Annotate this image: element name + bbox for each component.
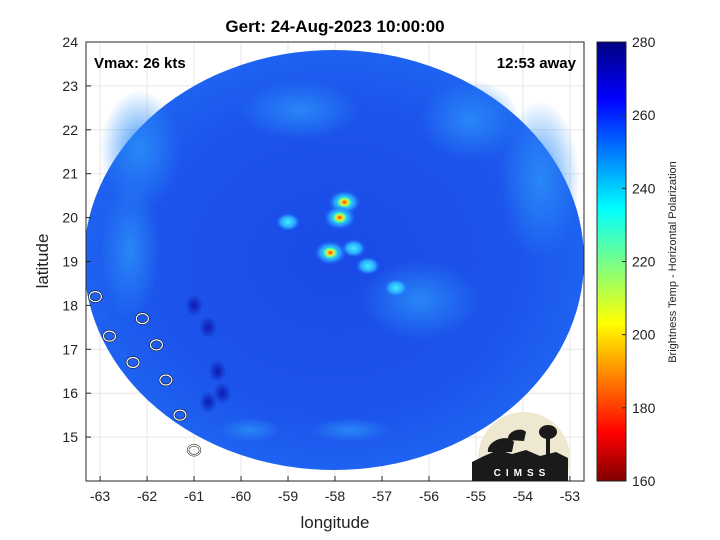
water-tower-tank-icon <box>539 425 557 439</box>
x-tick-label: -62 <box>137 488 157 504</box>
map-title: Gert: 24-Aug-2023 10:00:00 <box>225 17 444 36</box>
island-coastline <box>149 339 164 351</box>
x-tick-label: -61 <box>184 488 204 504</box>
x-tick-label: -55 <box>466 488 486 504</box>
light-blue-patch <box>360 260 480 340</box>
island-coastline <box>88 291 102 303</box>
satellite-dish-icon <box>487 438 514 452</box>
light-blue-patch <box>500 100 580 260</box>
swath-layer <box>86 50 584 470</box>
cyan-cloud-cell <box>355 256 380 275</box>
cyan-cloud-cell <box>384 278 409 297</box>
y-tick-label: 15 <box>62 429 78 445</box>
island-coastline <box>102 330 117 342</box>
colorbar-tick-label: 260 <box>632 107 656 123</box>
cyan-cloud-cell <box>276 212 301 231</box>
convective-core <box>330 210 349 225</box>
colorbar <box>596 41 627 482</box>
island-coastline <box>135 312 149 325</box>
cold-core-layer <box>276 190 409 297</box>
x-tick-label: -57 <box>372 488 392 504</box>
x-tick-label: -59 <box>278 488 298 504</box>
warm-pixel-layer <box>185 294 232 413</box>
y-tick-label: 23 <box>62 78 78 94</box>
light-blue-patch <box>220 418 280 442</box>
colorbar-tick-label: 220 <box>632 254 656 270</box>
colorbar-tick-label: 240 <box>632 180 656 196</box>
colorbar-tick-label: 280 <box>632 34 656 50</box>
colorbar-label: Brightness Temp - Horizontal Polarizatio… <box>667 161 679 363</box>
cimss-logo: CIMSS <box>472 412 570 481</box>
colorbar-ticks: 160 180 200 220 240 260 280 <box>622 34 656 489</box>
y-tick-label: 22 <box>62 122 78 138</box>
coastline-layer <box>88 290 202 457</box>
water-tower-icon <box>546 438 550 466</box>
x-axis-ticks: -63 -62 -61 -60 -59 -58 -57 -56 -55 -54 -53 <box>90 476 580 504</box>
x-tick-label: -56 <box>419 488 439 504</box>
warm-pixel <box>208 360 227 383</box>
island-coastline <box>187 444 201 456</box>
y-tick-label: 24 <box>62 34 78 50</box>
x-axis-label: longitude <box>300 513 369 532</box>
island-coastline <box>173 409 187 421</box>
colorbar-tick-label: 200 <box>632 327 656 343</box>
warm-pixel <box>185 294 204 317</box>
x-tick-label: -63 <box>90 488 110 504</box>
warm-pixel <box>213 382 232 405</box>
logo-hills <box>472 450 568 481</box>
colorbar-tick-label: 160 <box>632 473 656 489</box>
x-tick-label: -54 <box>513 488 533 504</box>
light-blue-patch <box>100 180 160 320</box>
y-axis-label: latitude <box>33 234 52 289</box>
convective-core <box>321 245 340 260</box>
vmax-annotation: Vmax: 26 kts <box>94 55 186 72</box>
y-tick-label: 17 <box>62 341 78 357</box>
island-coastline <box>126 356 140 369</box>
x-tick-label: -60 <box>231 488 251 504</box>
y-tick-label: 18 <box>62 297 78 313</box>
warm-pixel <box>199 316 218 339</box>
colorbar-tick-label: 180 <box>632 400 656 416</box>
x-tick-label: -58 <box>325 488 345 504</box>
island-coastline <box>159 374 173 386</box>
y-tick-label: 16 <box>62 385 78 401</box>
y-tick-label: 21 <box>62 166 78 182</box>
warm-pixel <box>199 390 218 413</box>
y-tick-label: 20 <box>62 210 78 226</box>
cyan-cloud-cell <box>341 239 366 258</box>
x-tick-label: -53 <box>560 488 580 504</box>
y-tick-label: 19 <box>62 254 78 270</box>
y-axis-ticks: 15 16 17 18 19 20 21 22 23 24 <box>62 34 91 445</box>
light-blue-patch <box>240 80 360 140</box>
light-blue-patch <box>100 90 180 210</box>
logo-text: CIMSS <box>494 468 551 479</box>
satellite-dish-small-icon <box>507 429 526 441</box>
time-away-annotation: 12:53 away <box>497 55 577 72</box>
light-blue-patch <box>310 418 390 442</box>
light-blue-patches <box>100 80 580 442</box>
light-blue-patch <box>420 80 520 160</box>
